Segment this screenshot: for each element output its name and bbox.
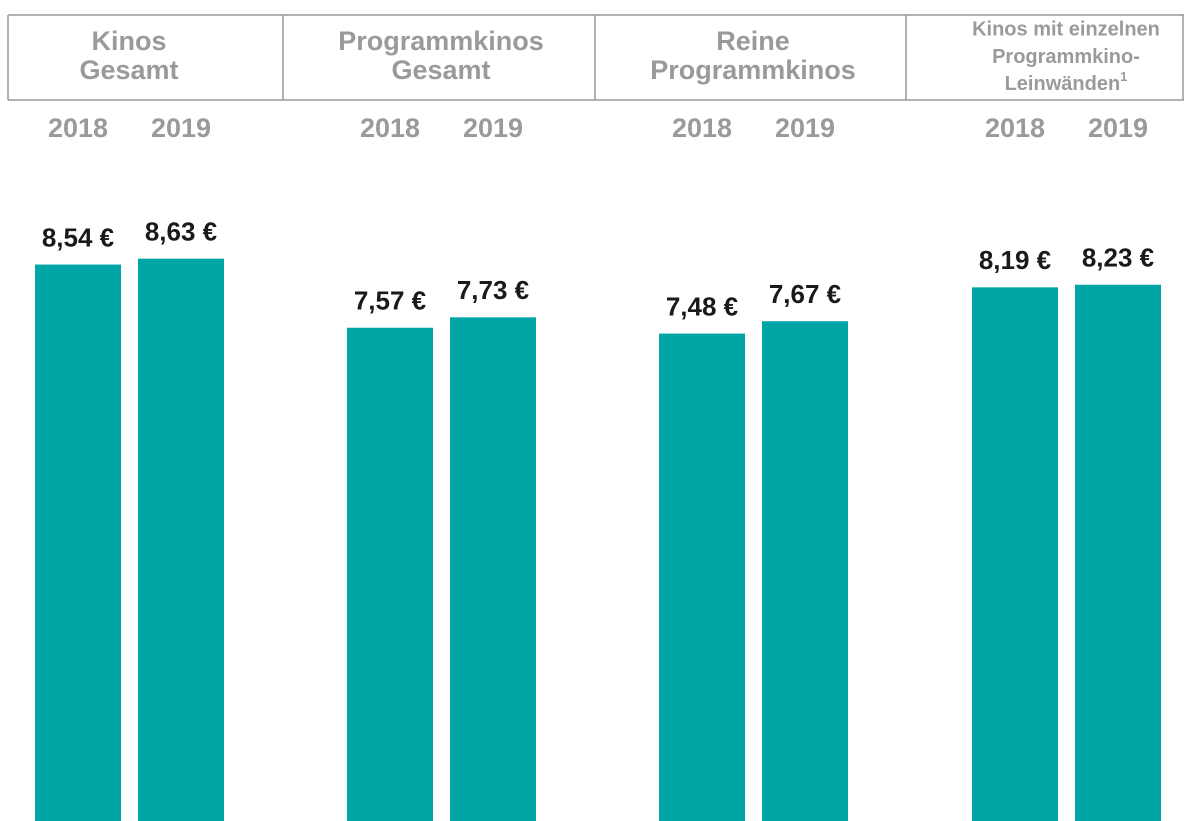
bar [450,317,536,821]
category-label: Reine [716,26,790,56]
data-label: 8,54 € [42,222,114,252]
category-label: Gesamt [391,55,490,85]
category-label-line: Leinwänden [1005,73,1121,95]
year-label: 2019 [775,113,835,143]
bar [972,287,1058,821]
data-label: 8,23 € [1082,243,1154,273]
bar [347,327,433,821]
data-label: 7,48 € [666,291,738,321]
bar [762,321,848,821]
category-label: Programmkinos [650,55,856,85]
data-label: 7,57 € [354,286,426,316]
category-label: Gesamt [79,55,178,85]
data-label: 7,73 € [457,275,529,305]
bar [35,264,121,821]
year-label: 2019 [151,113,211,143]
year-label: 2018 [985,113,1045,143]
year-label: 2019 [1088,113,1148,143]
data-label: 8,19 € [979,245,1051,275]
category-label: Kinos [91,26,166,56]
data-label: 8,63 € [145,217,217,247]
category-label: Kinos mit einzelnen [972,18,1160,40]
footnote-mark: 1 [1120,69,1127,84]
category-label: Programmkinos [338,26,544,56]
year-label: 2019 [463,113,523,143]
bar [1075,284,1161,821]
bar [659,333,745,821]
category-label: Programmkino- [992,46,1140,68]
year-label: 2018 [48,113,108,143]
year-label: 2018 [360,113,420,143]
data-label: 7,67 € [769,279,841,309]
year-label: 2018 [672,113,732,143]
category-label: Leinwänden1 [1005,69,1128,95]
bar [138,258,224,821]
